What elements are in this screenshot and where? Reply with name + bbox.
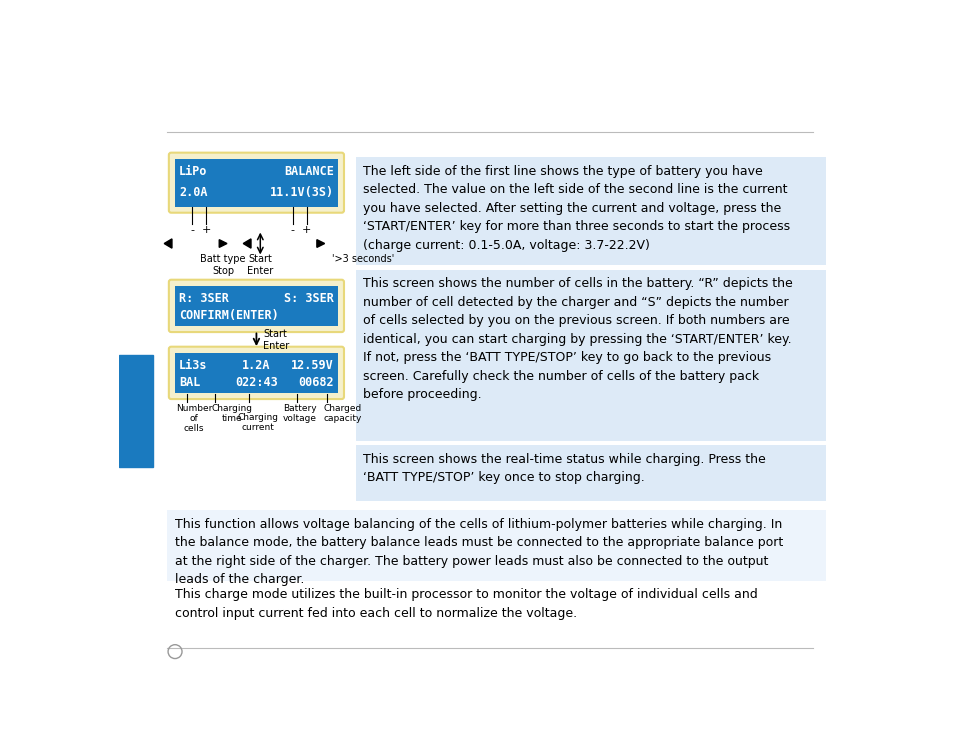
- Text: +: +: [302, 225, 312, 235]
- Bar: [174, 286, 337, 326]
- Text: 1.2A: 1.2A: [242, 359, 271, 372]
- Text: CONFIRM(ENTER): CONFIRM(ENTER): [179, 309, 278, 322]
- Text: This screen shows the real-time status while charging. Press the
‘BATT TYPE/STOP: This screen shows the real-time status w…: [363, 453, 765, 484]
- Bar: [174, 159, 337, 207]
- FancyBboxPatch shape: [169, 153, 344, 213]
- Text: S: 3SER: S: 3SER: [284, 292, 334, 305]
- Text: This charge mode utilizes the built-in processor to monitor the voltage of indiv: This charge mode utilizes the built-in p…: [174, 589, 757, 620]
- Text: BALANCE: BALANCE: [284, 165, 334, 178]
- Text: Battery
voltage: Battery voltage: [282, 404, 316, 423]
- Text: Start
Enter: Start Enter: [247, 254, 274, 276]
- Text: Number
of
cells: Number of cells: [175, 404, 212, 433]
- Polygon shape: [316, 239, 324, 248]
- Polygon shape: [243, 239, 251, 248]
- Text: 00682: 00682: [298, 376, 334, 389]
- Text: 12.59V: 12.59V: [291, 359, 334, 372]
- FancyBboxPatch shape: [169, 347, 344, 399]
- Polygon shape: [164, 239, 172, 248]
- Text: -: -: [190, 225, 193, 235]
- Text: 11.1V(3S): 11.1V(3S): [270, 186, 334, 198]
- Bar: [355, 445, 825, 501]
- Bar: [355, 270, 825, 441]
- Bar: [167, 510, 825, 581]
- Text: 022:43: 022:43: [234, 376, 277, 389]
- Text: Charged
capacity: Charged capacity: [323, 404, 361, 423]
- Bar: [119, 355, 153, 467]
- Text: Charging
current: Charging current: [237, 413, 278, 433]
- Text: R: 3SER: R: 3SER: [179, 292, 229, 305]
- Text: BAL: BAL: [179, 376, 200, 389]
- Bar: [174, 353, 337, 393]
- Text: Li3s: Li3s: [179, 359, 207, 372]
- Text: This screen shows the number of cells in the battery. “R” depicts the
number of : This screen shows the number of cells in…: [363, 278, 792, 401]
- Text: '>3 seconds': '>3 seconds': [332, 254, 394, 264]
- Polygon shape: [219, 239, 227, 248]
- Text: +: +: [201, 225, 211, 235]
- Text: Charging
time: Charging time: [212, 404, 253, 423]
- Bar: [355, 157, 825, 265]
- FancyBboxPatch shape: [169, 280, 344, 332]
- Text: LiPo: LiPo: [179, 165, 207, 178]
- Text: Batt type
Stop: Batt type Stop: [200, 254, 246, 276]
- Text: The left side of the first line shows the type of battery you have
selected. The: The left side of the first line shows th…: [363, 165, 790, 252]
- Text: This function allows voltage balancing of the cells of lithium-polymer batteries: This function allows voltage balancing o…: [174, 518, 782, 586]
- Text: Start
Enter: Start Enter: [262, 329, 289, 351]
- Text: 2.0A: 2.0A: [179, 186, 207, 198]
- Text: -: -: [291, 225, 294, 235]
